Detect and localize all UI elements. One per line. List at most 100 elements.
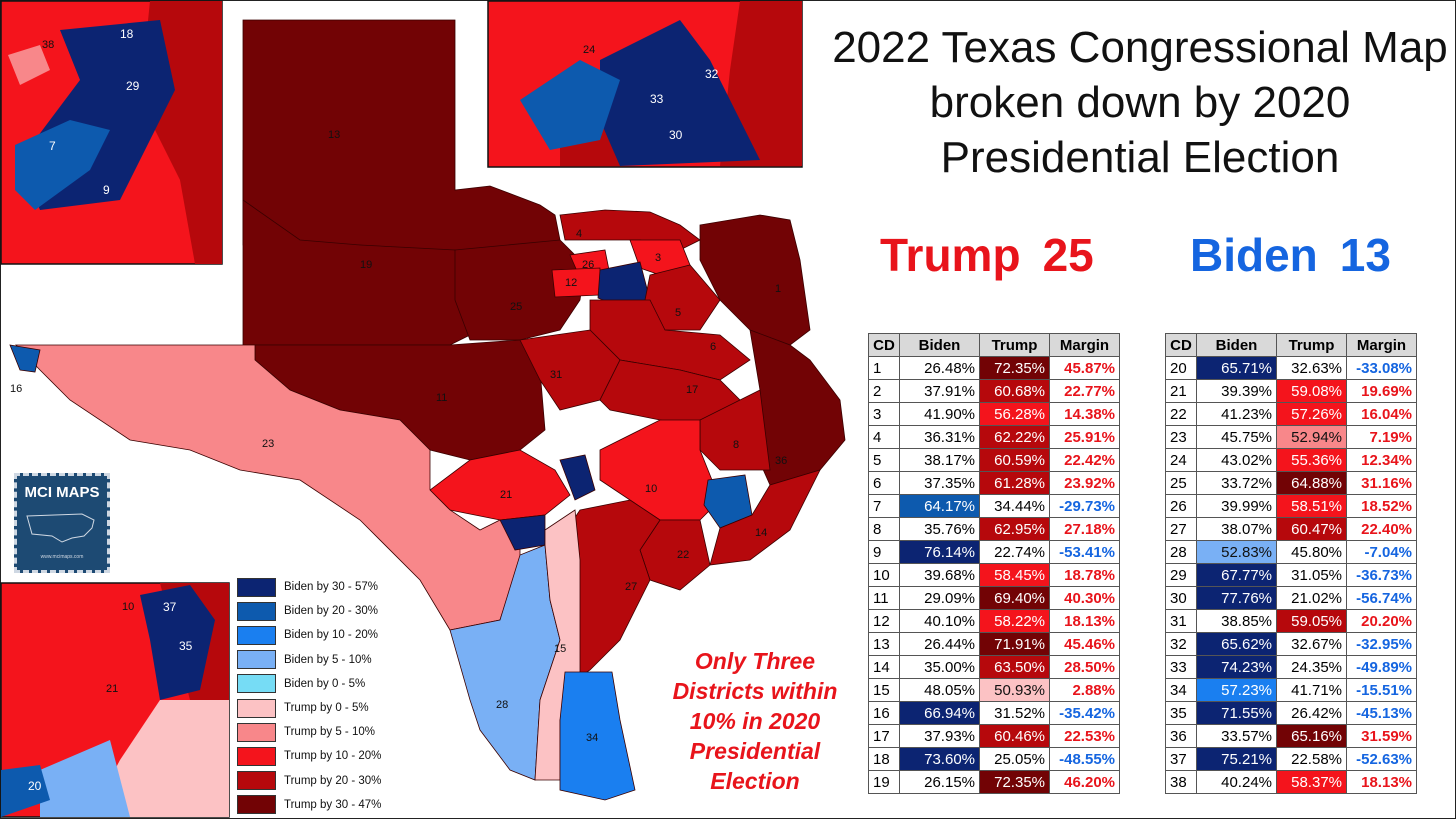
main-state-map: [9, 19, 846, 801]
svg-text:10: 10: [645, 483, 657, 495]
legend-label: Trump by 10 - 20%: [284, 750, 382, 763]
svg-text:10: 10: [122, 601, 134, 613]
svg-text:21: 21: [106, 683, 118, 695]
trump-tally-label: Trump: [880, 229, 1021, 281]
cell-cd: 4: [868, 425, 900, 449]
table-row: 1 26.48% 72.35% 45.87%: [868, 356, 1120, 380]
cell-margin: -35.42%: [1049, 701, 1120, 725]
legend-swatch: [237, 722, 276, 742]
svg-text:4: 4: [576, 228, 582, 240]
cell-margin: 31.16%: [1346, 471, 1417, 495]
mci-maps-logo: MCI MAPS www.mcimaps.com: [14, 473, 110, 573]
cell-biden: 35.76%: [899, 517, 980, 541]
district-14: [709, 469, 821, 566]
district-labels: 4 1 3 26 12 5 6 31 17 8 36 10 21 14 22 2…: [10, 27, 787, 793]
cell-biden: 37.93%: [899, 724, 980, 748]
svg-text:16: 16: [10, 383, 22, 395]
cell-margin: 23.92%: [1049, 471, 1120, 495]
svg-text:32: 32: [705, 67, 719, 81]
cell-biden: 57.23%: [1196, 678, 1277, 702]
cell-margin: 7.19%: [1346, 425, 1417, 449]
cell-biden: 71.55%: [1196, 701, 1277, 725]
cell-trump: 31.05%: [1276, 563, 1347, 587]
inset-houston: [0, 0, 223, 265]
cell-cd: 8: [868, 517, 900, 541]
cell-trump: 31.52%: [979, 701, 1050, 725]
cell-trump: 26.42%: [1276, 701, 1347, 725]
table-header-row: CD Biden Trump Margin: [1165, 333, 1417, 357]
svg-text:11: 11: [436, 392, 447, 404]
cell-margin: 27.18%: [1049, 517, 1120, 541]
cell-biden: 43.02%: [1196, 448, 1277, 472]
cell-margin: 40.30%: [1049, 586, 1120, 610]
cell-margin: 31.59%: [1346, 724, 1417, 748]
svg-text:19: 19: [360, 259, 372, 271]
table-row: 15 48.05% 50.93% 2.88%: [868, 678, 1120, 702]
table-row: 23 45.75% 52.94% 7.19%: [1165, 425, 1417, 449]
cell-biden: 41.23%: [1196, 402, 1277, 426]
svg-text:36: 36: [775, 455, 787, 467]
table-row: 17 37.93% 60.46% 22.53%: [868, 724, 1120, 748]
svg-text:24: 24: [583, 44, 595, 56]
cell-margin: 16.04%: [1346, 402, 1417, 426]
table-row: 6 37.35% 61.28% 23.92%: [868, 471, 1120, 495]
cell-cd: 37: [1165, 747, 1197, 771]
svg-text:22: 22: [677, 549, 689, 561]
cell-margin: -48.55%: [1049, 747, 1120, 771]
page-title: 2022 Texas Congressional Map broken down…: [832, 23, 1448, 182]
legend-item: Biden by 10 - 20%: [237, 623, 381, 647]
cell-cd: 14: [868, 655, 900, 679]
cell-trump: 55.36%: [1276, 448, 1347, 472]
trump-tally-count: 25: [1042, 229, 1094, 281]
cell-biden: 67.77%: [1196, 563, 1277, 587]
legend-label: Trump by 20 - 30%: [284, 774, 382, 787]
cell-cd: 31: [1165, 609, 1197, 633]
cell-cd: 3: [868, 402, 900, 426]
cell-trump: 63.50%: [979, 655, 1050, 679]
header-cd: CD: [1165, 333, 1197, 357]
district-austin: [559, 454, 596, 501]
cell-trump: 34.44%: [979, 494, 1050, 518]
cell-biden: 76.14%: [899, 540, 980, 564]
cell-biden: 41.90%: [899, 402, 980, 426]
cell-biden: 33.72%: [1196, 471, 1277, 495]
cell-margin: -32.95%: [1346, 632, 1417, 656]
legend-item: Biden by 20 - 30%: [237, 599, 381, 623]
cell-biden: 66.94%: [899, 701, 980, 725]
svg-text:9: 9: [103, 183, 110, 197]
svg-text:35: 35: [179, 639, 193, 653]
cell-cd: 21: [1165, 379, 1197, 403]
cell-margin: 18.13%: [1049, 609, 1120, 633]
legend-label: Biden by 5 - 10%: [284, 653, 372, 666]
cell-biden: 38.07%: [1196, 517, 1277, 541]
legend-item: Trump by 5 - 10%: [237, 720, 381, 744]
cell-margin: -7.04%: [1346, 540, 1417, 564]
close-districts-note: Only Three Districts within 10% in 2020 …: [672, 648, 838, 794]
cell-biden: 73.60%: [899, 747, 980, 771]
cell-biden: 65.71%: [1196, 356, 1277, 380]
table-row: 22 41.23% 57.26% 16.04%: [1165, 402, 1417, 426]
table-row: 19 26.15% 72.35% 46.20%: [868, 770, 1120, 794]
legend-item: Trump by 20 - 30%: [237, 769, 381, 793]
cell-cd: 5: [868, 448, 900, 472]
cell-biden: 52.83%: [1196, 540, 1277, 564]
cell-cd: 18: [868, 747, 900, 771]
cell-margin: 18.52%: [1346, 494, 1417, 518]
table-row: 36 33.57% 65.16% 31.59%: [1165, 724, 1417, 748]
cell-cd: 19: [868, 770, 900, 794]
cell-trump: 41.71%: [1276, 678, 1347, 702]
svg-text:28: 28: [496, 699, 508, 711]
legend-label: Biden by 10 - 20%: [284, 629, 378, 642]
table-row: 20 65.71% 32.63% -33.08%: [1165, 356, 1417, 380]
table-row: 10 39.68% 58.45% 18.78%: [868, 563, 1120, 587]
logo-text: MCI MAPS: [24, 484, 100, 501]
legend-item: Trump by 0 - 5%: [237, 696, 381, 720]
legend-item: Biden by 5 - 10%: [237, 648, 381, 672]
cell-cd: 6: [868, 471, 900, 495]
cell-margin: 20.20%: [1346, 609, 1417, 633]
trump-tally: Trump 25: [880, 228, 1094, 282]
district-34: [559, 671, 636, 801]
legend-item: Biden by 30 - 57%: [237, 575, 381, 599]
cell-trump: 69.40%: [979, 586, 1050, 610]
cell-trump: 58.22%: [979, 609, 1050, 633]
